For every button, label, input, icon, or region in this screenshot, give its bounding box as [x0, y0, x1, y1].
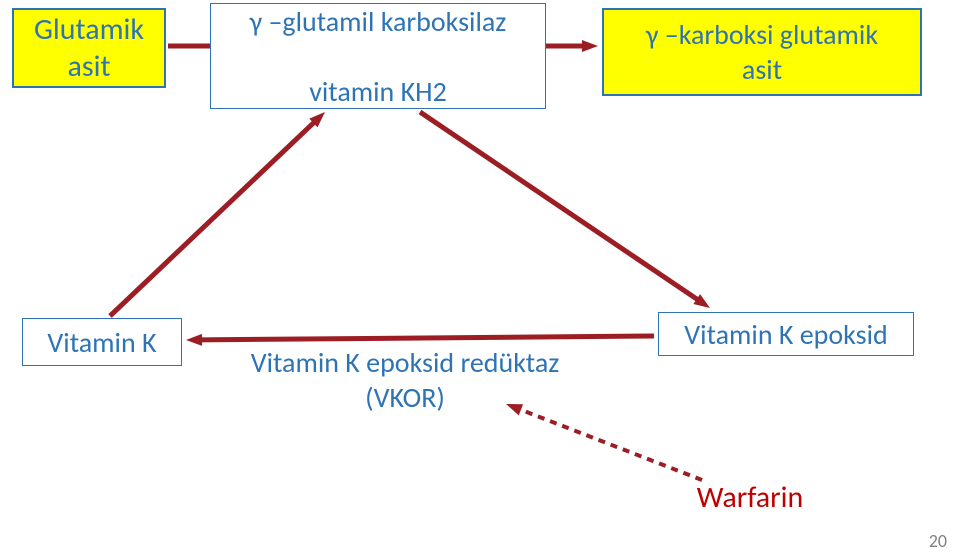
node-vitKepox: Vitamin K epoksid [658, 312, 914, 356]
node-vitK: Vitamin K [22, 318, 182, 366]
node-glutamic_acid: Glutamik asit [12, 8, 166, 88]
arrow-enz-to-vk-epox [420, 112, 710, 308]
page-number: 20 [929, 530, 947, 552]
node-vkor: Vitamin K epoksid redüktaz (VKOR) [210, 342, 600, 418]
node-warfarin: Warfarin [680, 478, 820, 518]
arrow-vk-to-enz [110, 112, 325, 316]
node-carboxy: γ –karboksi glutamik asit [602, 8, 922, 96]
node-enzyme1: γ –glutamil karboksilaz vitamin KH2 [210, 3, 546, 109]
